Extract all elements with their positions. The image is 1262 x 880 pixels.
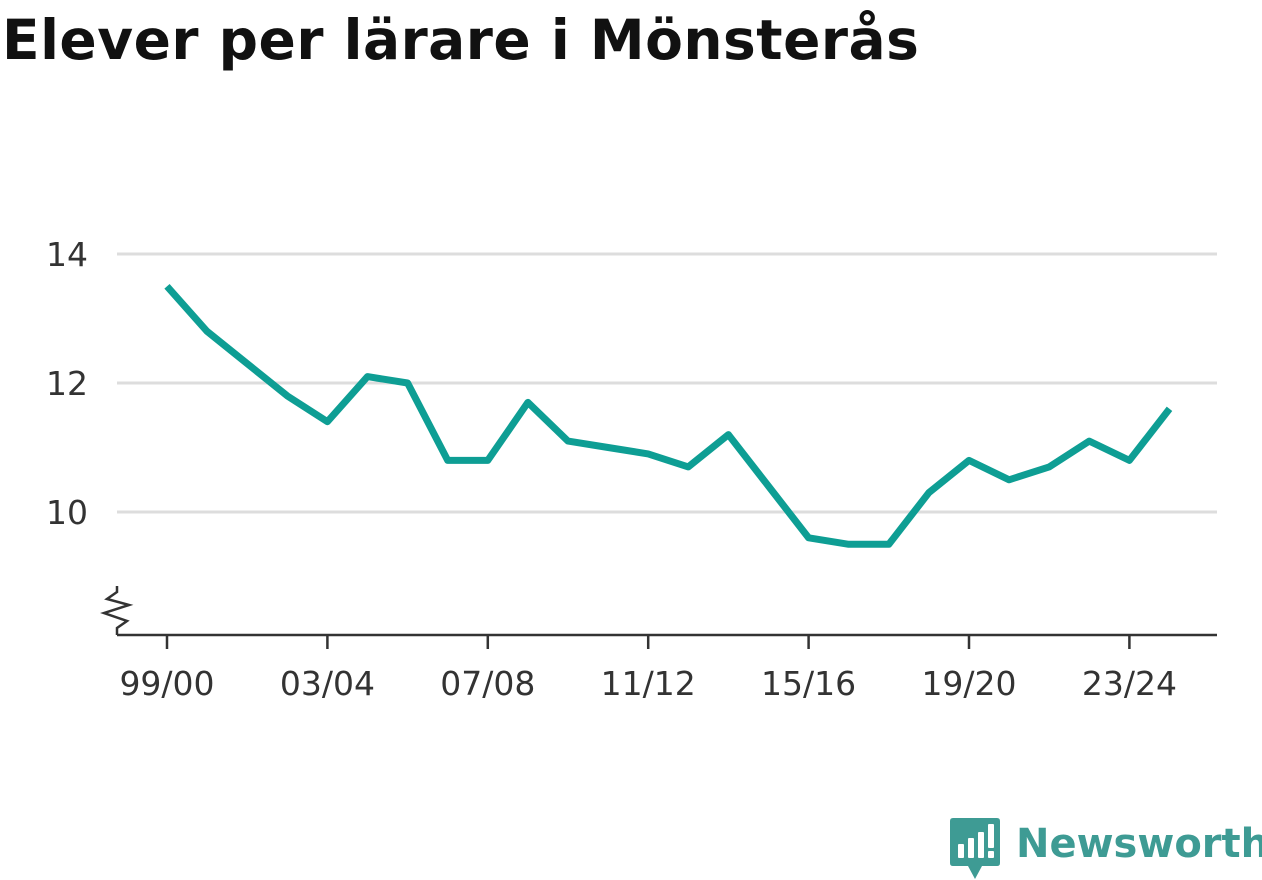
brand-name: Newsworthy <box>1016 818 1262 870</box>
x-tick-label: 23/24 <box>1082 664 1177 703</box>
x-axis-labels: 99/00 03/04 07/08 11/12 15/16 19/20 23/24 <box>119 664 1177 703</box>
y-tick-label: 12 <box>46 364 88 403</box>
newsworthy-logo-icon <box>950 818 1000 880</box>
series-line-0 <box>167 286 1170 544</box>
x-axis <box>104 586 1217 649</box>
x-tick-label: 07/08 <box>440 664 535 703</box>
x-tick-label: 19/20 <box>921 664 1016 703</box>
y-axis-break-marker <box>104 586 129 635</box>
y-tick-label: 10 <box>46 493 88 532</box>
x-tick-label: 03/04 <box>280 664 375 703</box>
x-tick-label: 11/12 <box>601 664 696 703</box>
newsworthy-logo: Newsworthy <box>950 818 1262 880</box>
series <box>167 286 1170 544</box>
grid-lines <box>117 254 1217 512</box>
x-tick-label: 99/00 <box>119 664 214 703</box>
x-tick-label: 15/16 <box>761 664 856 703</box>
y-axis-labels: 10 12 14 <box>46 235 88 532</box>
y-tick-label: 14 <box>46 235 88 274</box>
